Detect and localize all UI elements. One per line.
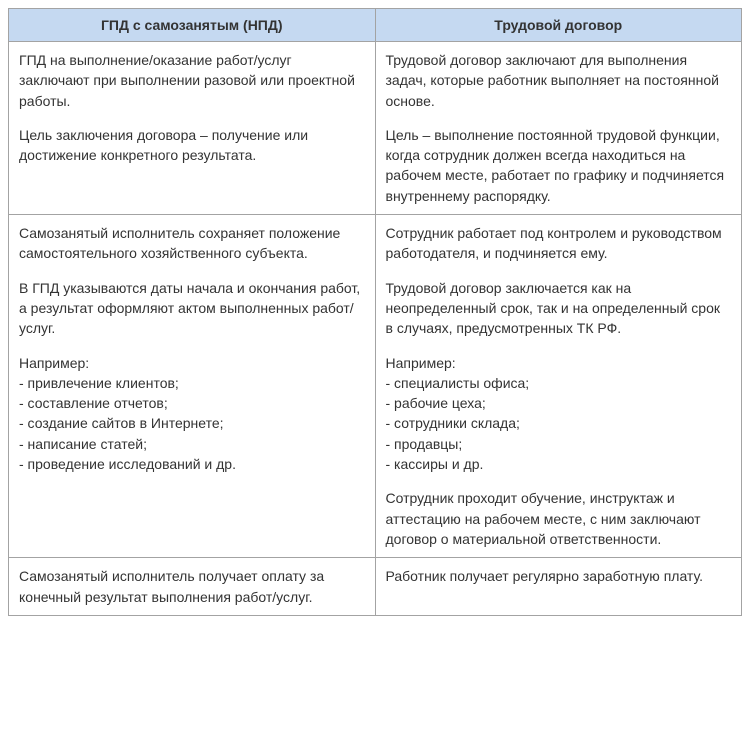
- cell-paragraph: Сотрудник работает под контролем и руков…: [386, 223, 732, 264]
- cell-paragraph: Например: - специалисты офиса; - рабочие…: [386, 353, 732, 475]
- cell-paragraph: Трудовой договор заключают для выполнени…: [386, 50, 732, 111]
- cell-paragraph: В ГПД указываются даты начала и окончани…: [19, 278, 365, 339]
- cell-paragraph: Например: - привлечение клиентов; - сост…: [19, 353, 365, 475]
- cell-right: Сотрудник работает под контролем и руков…: [375, 215, 742, 558]
- cell-paragraph: Трудовой договор заключается как на неоп…: [386, 278, 732, 339]
- cell-paragraph: Самозанятый исполнитель сохраняет положе…: [19, 223, 365, 264]
- cell-paragraph: Сотрудник проходит обучение, инструктаж …: [386, 488, 732, 549]
- cell-paragraph: ГПД на выполнение/оказание работ/услуг з…: [19, 50, 365, 111]
- cell-paragraph: Цель – выполнение постоянной трудовой фу…: [386, 125, 732, 206]
- cell-paragraph: Работник получает регулярно заработную п…: [386, 566, 732, 586]
- cell-left: Самозанятый исполнитель получает оплату …: [9, 558, 376, 616]
- table-row: Самозанятый исполнитель сохраняет положе…: [9, 215, 742, 558]
- table-row: Самозанятый исполнитель получает оплату …: [9, 558, 742, 616]
- cell-right: Работник получает регулярно заработную п…: [375, 558, 742, 616]
- table-row: ГПД на выполнение/оказание работ/услуг з…: [9, 42, 742, 215]
- comparison-table: ГПД с самозанятым (НПД) Трудовой договор…: [8, 8, 742, 616]
- cell-paragraph: Самозанятый исполнитель получает оплату …: [19, 566, 365, 607]
- cell-left: ГПД на выполнение/оказание работ/услуг з…: [9, 42, 376, 215]
- table-body: ГПД на выполнение/оказание работ/услуг з…: [9, 42, 742, 616]
- column-header-left: ГПД с самозанятым (НПД): [9, 9, 376, 42]
- cell-left: Самозанятый исполнитель сохраняет положе…: [9, 215, 376, 558]
- column-header-right: Трудовой договор: [375, 9, 742, 42]
- cell-right: Трудовой договор заключают для выполнени…: [375, 42, 742, 215]
- cell-paragraph: Цель заключения договора – получение или…: [19, 125, 365, 166]
